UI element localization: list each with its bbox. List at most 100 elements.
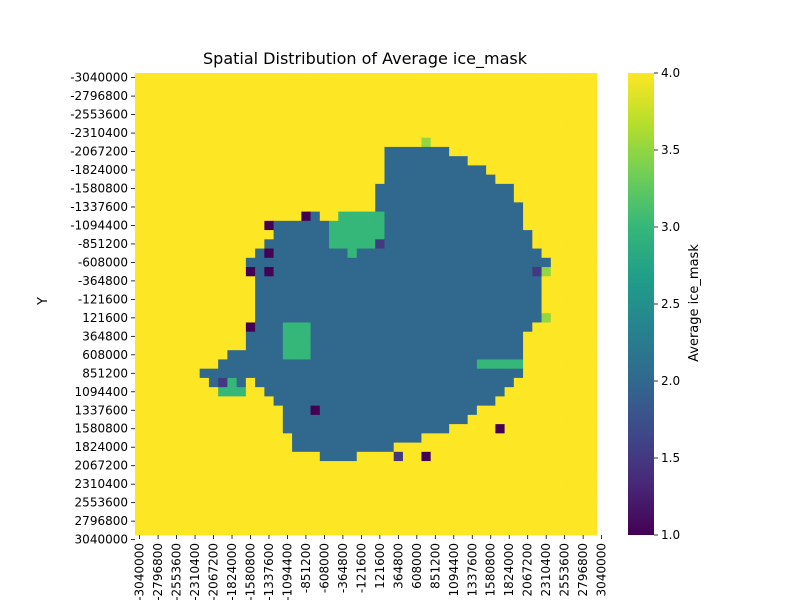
heatmap-cell xyxy=(236,498,247,508)
heatmap-cell xyxy=(560,368,570,379)
heatmap-cell xyxy=(587,109,598,120)
heatmap-cell xyxy=(282,239,293,249)
heatmap-cell xyxy=(393,498,404,508)
heatmap-cell xyxy=(338,442,348,453)
heatmap-cell xyxy=(402,146,413,157)
heatmap-cell xyxy=(310,211,321,222)
heatmap-cell xyxy=(402,239,413,249)
heatmap-cell xyxy=(227,470,238,480)
heatmap-cell xyxy=(273,165,284,176)
heatmap-cell xyxy=(486,525,496,536)
heatmap-cell xyxy=(449,461,459,471)
heatmap-cell xyxy=(523,193,533,203)
heatmap-cell xyxy=(199,267,210,277)
heatmap-cell xyxy=(384,100,395,111)
heatmap-cell xyxy=(144,479,154,490)
heatmap-cell xyxy=(319,183,330,194)
heatmap-cell xyxy=(153,396,164,407)
heatmap-cell xyxy=(135,128,145,139)
heatmap-cell xyxy=(319,377,330,388)
heatmap-cell xyxy=(587,396,598,407)
heatmap-cell xyxy=(356,304,367,314)
heatmap-cell xyxy=(541,322,552,333)
heatmap-cell xyxy=(421,239,432,249)
heatmap-cell xyxy=(560,377,570,388)
heatmap-cell xyxy=(135,183,145,194)
heatmap-cell xyxy=(171,405,182,416)
heatmap-cell xyxy=(245,174,256,185)
heatmap-cell xyxy=(264,442,274,453)
heatmap-cell xyxy=(486,73,496,83)
heatmap-cell xyxy=(495,405,505,416)
heatmap-cell xyxy=(245,285,256,296)
heatmap-cell xyxy=(236,414,247,425)
heatmap-cell xyxy=(301,193,311,203)
heatmap-cell xyxy=(504,350,515,360)
heatmap-cell xyxy=(319,128,330,139)
heatmap-cell xyxy=(144,248,154,259)
heatmap-cell xyxy=(329,479,339,490)
heatmap-cell xyxy=(569,202,579,212)
heatmap-cell xyxy=(504,248,515,259)
heatmap-cell xyxy=(347,294,358,305)
heatmap-cell xyxy=(421,202,432,212)
heatmap-cell xyxy=(532,414,542,425)
heatmap-cell xyxy=(292,470,302,480)
heatmap-cell xyxy=(458,100,469,111)
heatmap-cell xyxy=(282,516,293,527)
heatmap-cell xyxy=(467,91,478,102)
heatmap-cell xyxy=(375,350,385,360)
heatmap-cell xyxy=(384,387,395,397)
heatmap-cell xyxy=(135,211,145,222)
heatmap-cell xyxy=(319,479,330,490)
heatmap-cell xyxy=(569,285,579,296)
heatmap-cell xyxy=(190,396,201,407)
heatmap-cell xyxy=(449,100,459,111)
heatmap-cell xyxy=(255,146,265,157)
heatmap-cell xyxy=(449,488,459,499)
heatmap-cell xyxy=(421,183,432,194)
heatmap-cell xyxy=(245,424,256,434)
heatmap-cell xyxy=(541,479,552,490)
heatmap-cell xyxy=(393,470,404,480)
heatmap-cell xyxy=(513,239,524,249)
heatmap-cell xyxy=(439,248,450,259)
heatmap-cell xyxy=(208,488,219,499)
heatmap-cell xyxy=(523,414,533,425)
heatmap-cell xyxy=(402,322,413,333)
heatmap-cell xyxy=(560,82,570,92)
heatmap-cell xyxy=(486,193,496,203)
heatmap-cell xyxy=(319,220,330,231)
heatmap-cell xyxy=(495,313,505,323)
heatmap-cell xyxy=(532,230,542,240)
heatmap-cell xyxy=(292,340,302,351)
heatmap-cell xyxy=(476,285,487,296)
heatmap-cell xyxy=(560,211,570,222)
heatmap-cell xyxy=(245,128,256,139)
heatmap-cell xyxy=(329,525,339,536)
heatmap-cell xyxy=(301,377,311,388)
heatmap-cell xyxy=(384,396,395,407)
heatmap-cell xyxy=(366,377,376,388)
heatmap-cell xyxy=(578,239,589,249)
heatmap-cell xyxy=(486,211,496,222)
heatmap-cell xyxy=(569,313,579,323)
heatmap-cell xyxy=(569,109,579,120)
heatmap-cell xyxy=(282,488,293,499)
heatmap-cell xyxy=(255,119,265,129)
heatmap-cell xyxy=(541,414,552,425)
heatmap-cell xyxy=(236,294,247,305)
heatmap-cell xyxy=(236,248,247,259)
heatmap-cell xyxy=(162,128,173,139)
heatmap-cell xyxy=(439,377,450,388)
heatmap-cell xyxy=(393,146,404,157)
heatmap-cell xyxy=(532,304,542,314)
heatmap-cell xyxy=(366,137,376,148)
heatmap-cell xyxy=(144,340,154,351)
heatmap-cell xyxy=(578,183,589,194)
heatmap-cell xyxy=(532,396,542,407)
heatmap-cell xyxy=(430,451,441,462)
heatmap-cell xyxy=(135,137,145,148)
heatmap-cell xyxy=(273,424,284,434)
heatmap-cell xyxy=(319,91,330,102)
